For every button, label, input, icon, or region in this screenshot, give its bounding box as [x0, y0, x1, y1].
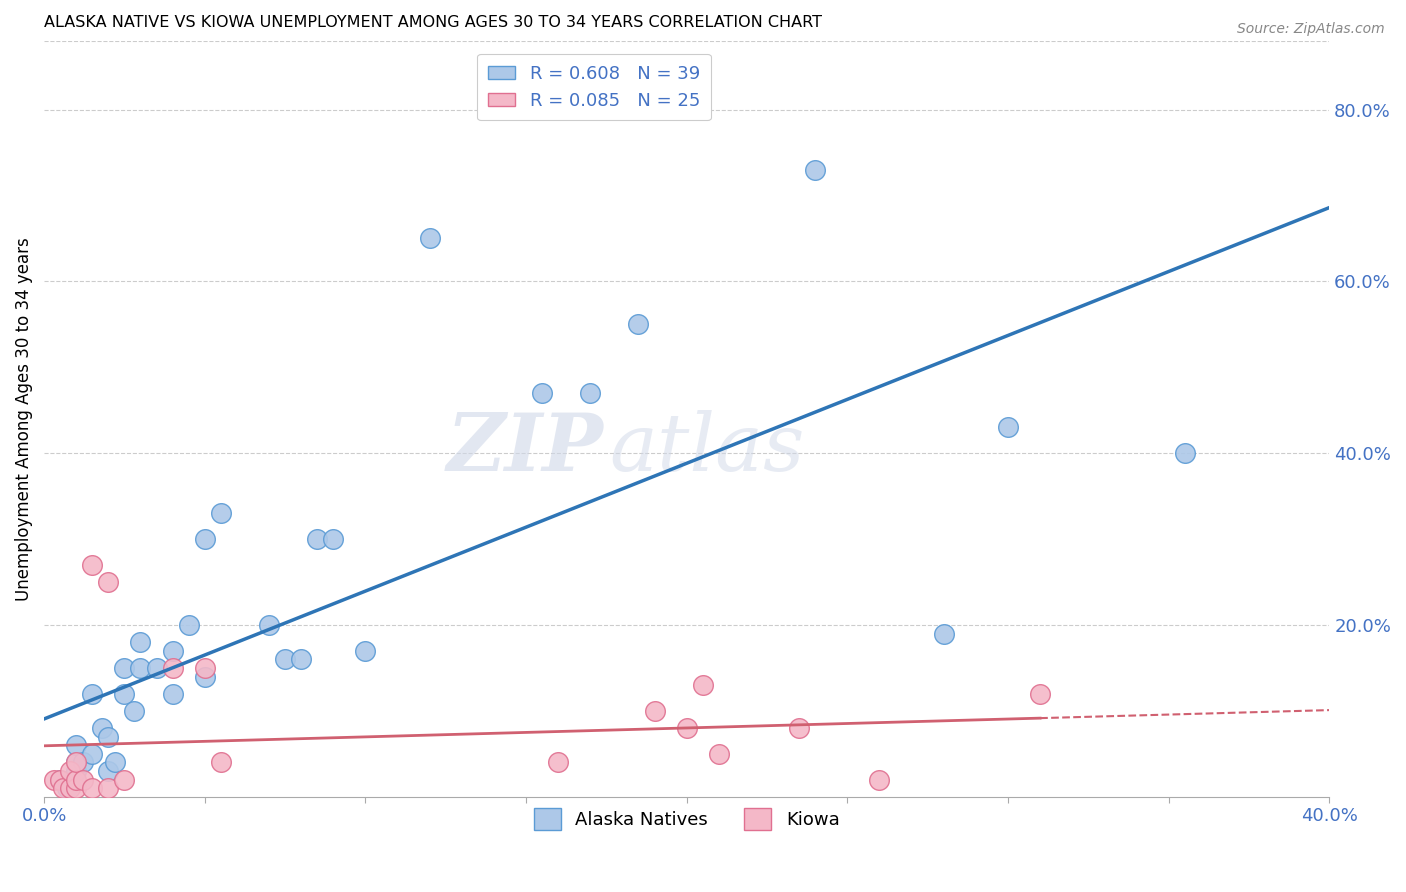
Point — [104, 756, 127, 770]
Point — [65, 756, 87, 770]
Point — [804, 162, 827, 177]
Point — [547, 756, 569, 770]
Point — [675, 721, 697, 735]
Text: Source: ZipAtlas.com: Source: ZipAtlas.com — [1237, 22, 1385, 37]
Point — [65, 781, 87, 796]
Y-axis label: Unemployment Among Ages 30 to 34 years: Unemployment Among Ages 30 to 34 years — [15, 237, 32, 600]
Point — [65, 738, 87, 752]
Text: ALASKA NATIVE VS KIOWA UNEMPLOYMENT AMONG AGES 30 TO 34 YEARS CORRELATION CHART: ALASKA NATIVE VS KIOWA UNEMPLOYMENT AMON… — [44, 15, 823, 30]
Point — [129, 661, 152, 675]
Point — [72, 772, 94, 787]
Point — [162, 644, 184, 658]
Point — [65, 772, 87, 787]
Point — [194, 661, 217, 675]
Point — [354, 644, 377, 658]
Point — [114, 772, 136, 787]
Point — [97, 730, 120, 744]
Point — [82, 747, 104, 761]
Point — [644, 704, 666, 718]
Point — [787, 721, 810, 735]
Point — [307, 532, 329, 546]
Point — [209, 506, 232, 520]
Point — [91, 721, 114, 735]
Point — [177, 618, 200, 632]
Legend: Alaska Natives, Kiowa: Alaska Natives, Kiowa — [527, 800, 846, 837]
Point — [419, 231, 441, 245]
Point — [692, 678, 714, 692]
Text: ZIP: ZIP — [446, 410, 603, 488]
Point — [869, 772, 891, 787]
Point — [97, 575, 120, 590]
Point — [707, 747, 730, 761]
Point — [59, 781, 82, 796]
Point — [932, 626, 955, 640]
Point — [162, 687, 184, 701]
Point — [55, 781, 77, 796]
Point — [97, 764, 120, 778]
Point — [257, 618, 280, 632]
Point — [59, 764, 82, 778]
Point — [145, 661, 167, 675]
Point — [627, 318, 650, 332]
Point — [49, 772, 72, 787]
Point — [65, 756, 87, 770]
Point — [49, 772, 72, 787]
Point — [1174, 446, 1197, 460]
Point — [72, 756, 94, 770]
Point — [194, 532, 217, 546]
Point — [82, 781, 104, 796]
Point — [194, 669, 217, 683]
Point — [52, 781, 75, 796]
Point — [290, 652, 312, 666]
Point — [122, 704, 145, 718]
Point — [579, 386, 602, 401]
Point — [65, 764, 87, 778]
Point — [274, 652, 297, 666]
Point — [114, 687, 136, 701]
Point — [82, 558, 104, 572]
Point — [114, 661, 136, 675]
Point — [1029, 687, 1052, 701]
Point — [162, 661, 184, 675]
Point — [59, 777, 82, 791]
Point — [209, 756, 232, 770]
Point — [129, 635, 152, 649]
Point — [97, 781, 120, 796]
Point — [997, 420, 1019, 434]
Point — [82, 687, 104, 701]
Point — [531, 386, 554, 401]
Point — [322, 532, 344, 546]
Text: atlas: atlas — [610, 410, 806, 488]
Point — [42, 772, 65, 787]
